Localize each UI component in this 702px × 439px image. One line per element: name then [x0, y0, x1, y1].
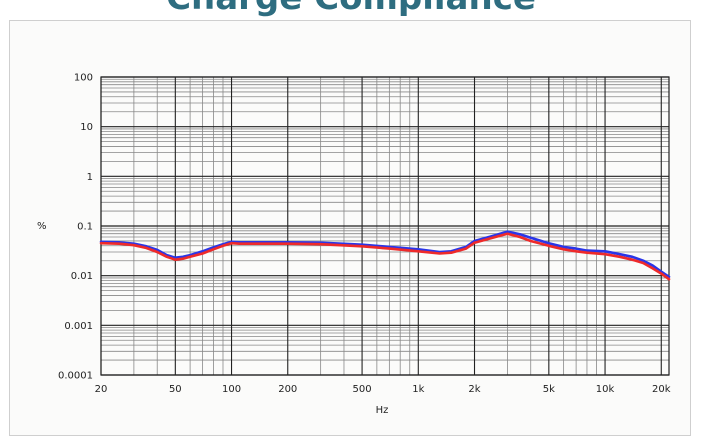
x-axis-label: Hz: [376, 405, 389, 416]
y-tick-label: 0.01: [71, 271, 93, 282]
x-tick-labels: 20 50 100 200 500 1k 2k 5k 10k 20k: [95, 384, 671, 395]
y-tick-label: 1: [87, 172, 93, 183]
y-tick-label: 0.1: [77, 222, 93, 233]
y-tick-label: 100: [74, 73, 93, 84]
x-tick-label: 100: [222, 384, 241, 395]
x-tick-label: 20: [95, 384, 108, 395]
chart-frame: 20 50 100 200 500 1k 2k 5k 10k 20k 100 10 1 0.1 0.01 0…: [9, 20, 691, 436]
y-tick-label: 10: [80, 122, 93, 133]
x-tick-label: 1k: [412, 384, 424, 395]
x-tick-label: 50: [169, 384, 182, 395]
x-tick-label: 20k: [652, 384, 671, 395]
y-tick-label: 0.0001: [58, 371, 93, 382]
x-tick-label: 200: [278, 384, 297, 395]
x-tick-label: 10k: [596, 384, 615, 395]
series-layer: [101, 232, 669, 280]
chart-title: Charge Compliance: [0, 0, 702, 18]
x-tick-label: 5k: [543, 384, 555, 395]
series-line-1: [101, 232, 669, 277]
y-tick-label: 0.001: [64, 321, 93, 332]
x-tick-label: 500: [353, 384, 372, 395]
x-tick-label: 2k: [468, 384, 480, 395]
frequency-response-chart: 20 50 100 200 500 1k 2k 5k 10k 20k 100 10 1 0.1 0.01 0…: [10, 21, 692, 437]
y-axis-label: %: [37, 221, 47, 232]
y-tick-labels: 100 10 1 0.1 0.01 0.001 0.0001: [58, 73, 93, 382]
